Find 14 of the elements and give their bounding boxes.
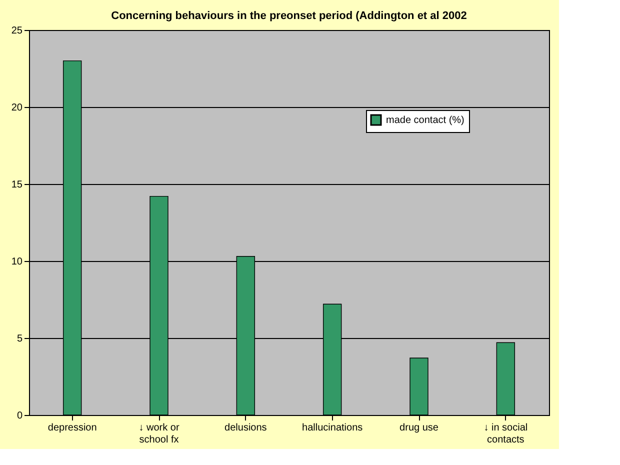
x-tick-label: delusions	[224, 422, 267, 434]
legend-label: made contact (%)	[386, 115, 464, 126]
y-tick-label: 15	[11, 180, 23, 190]
x-tick-label: hallucinations	[302, 422, 363, 434]
y-tick-label: 10	[11, 256, 23, 268]
x-tick-label: drug use	[400, 422, 439, 434]
y-tick-label: 20	[11, 102, 23, 114]
x-tick-label: ↓ work or school fx	[138, 422, 180, 446]
chart-title: Concerning behaviours in the preonset period (Addington et al 2002	[111, 10, 467, 22]
x-tick-label: ↓ in social contacts	[484, 422, 528, 446]
y-tick-label: 5	[16, 334, 23, 344]
x-tick-label: depression	[48, 422, 97, 434]
y-tick-label: 25	[11, 26, 23, 36]
y-tick-label: 0	[16, 410, 23, 422]
